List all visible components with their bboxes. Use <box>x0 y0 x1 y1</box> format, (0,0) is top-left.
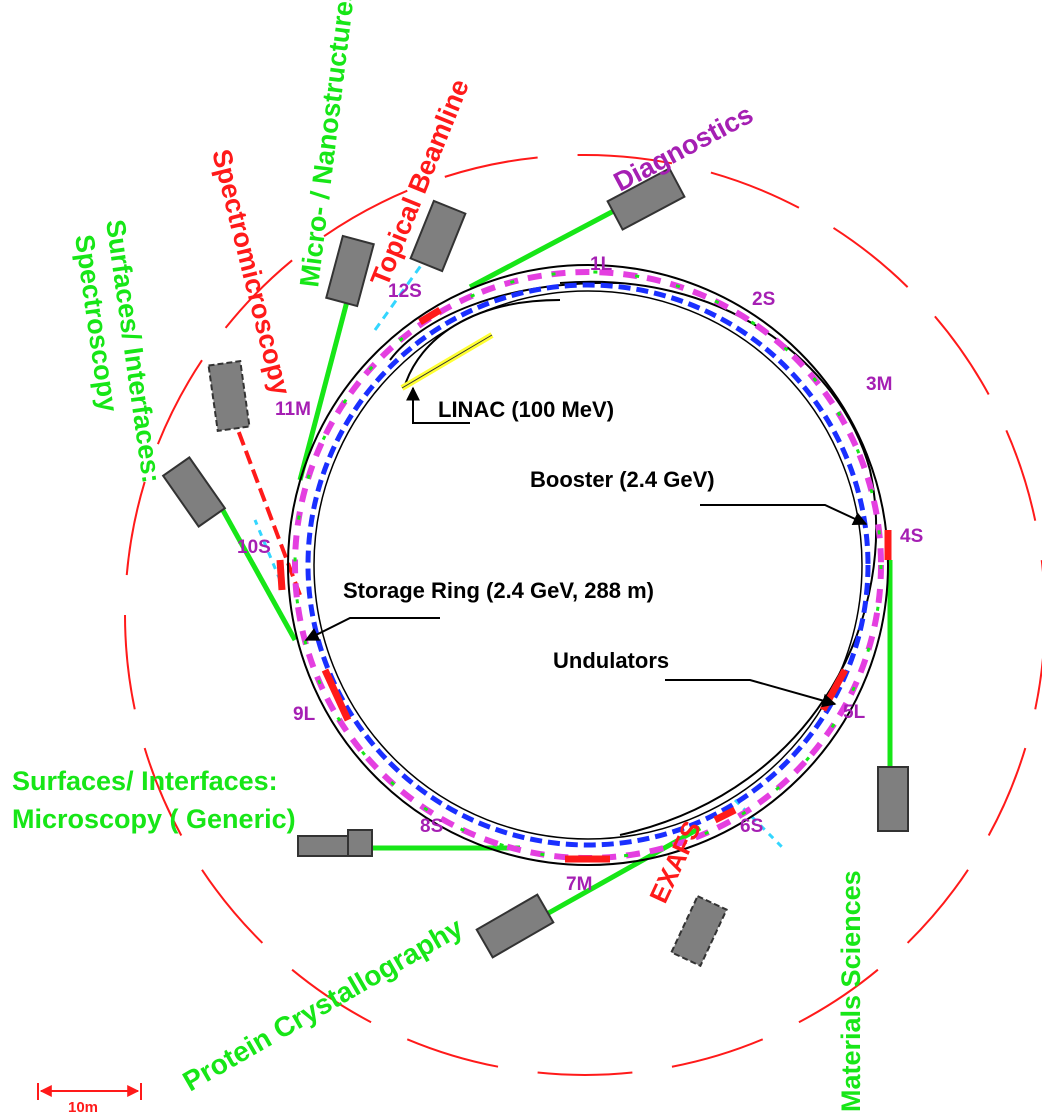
section-11m: 11M <box>275 399 311 420</box>
section-10s: 10S <box>237 537 271 558</box>
label-diagnostics: Diagnostics <box>609 99 758 197</box>
label-microscopy-line2: Microscopy ( Generic) <box>12 804 296 834</box>
section-12s: 12S <box>388 281 422 302</box>
label-undulators: Undulators <box>553 648 669 673</box>
label-microscopy-line1: Surfaces/ Interfaces: <box>12 766 278 796</box>
label-linac: LINAC (100 MeV) <box>438 397 614 422</box>
scale-label: 10m <box>68 1099 98 1116</box>
storage-ring-quads <box>293 270 883 860</box>
label-storage-ring: Storage Ring (2.4 GeV, 288 m) <box>343 578 654 603</box>
dashed-beamlines <box>236 249 787 852</box>
storage-ring-inner <box>313 290 863 840</box>
section-1l: 1L <box>590 254 613 275</box>
section-4s: 4S <box>900 526 923 547</box>
storage-ring-magnets <box>292 269 884 861</box>
end-stations <box>161 167 909 968</box>
section-3m: 3M <box>866 374 892 395</box>
label-protein: Protein Crystallography <box>178 911 469 1097</box>
section-labels: 1L 2S 3M 4S 5L 6S 7M 8S 9L 10S 11M 12S <box>237 254 923 895</box>
label-exafs: EXAFS <box>643 816 707 907</box>
storage-ring-blue <box>305 282 871 848</box>
label-materials: Materials Sciences <box>836 870 866 1112</box>
label-spectromicroscopy: Spectromicroscopy <box>206 146 296 398</box>
pointer-arrows <box>304 386 868 708</box>
label-booster: Booster (2.4 GeV) <box>530 467 715 492</box>
section-8s: 8S <box>420 816 443 837</box>
section-6s: 6S <box>740 816 763 837</box>
booster-ring <box>559 280 878 836</box>
section-2s: 2S <box>752 289 775 310</box>
section-7m: 7M <box>566 874 592 895</box>
storage-ring-outer <box>287 264 889 866</box>
beamline-lines <box>217 202 893 918</box>
experimental-hall-boundary <box>124 154 1042 1076</box>
section-5l: 5L <box>843 702 866 723</box>
scale-bar: 10m <box>37 1083 142 1116</box>
section-9l: 9L <box>293 704 316 725</box>
